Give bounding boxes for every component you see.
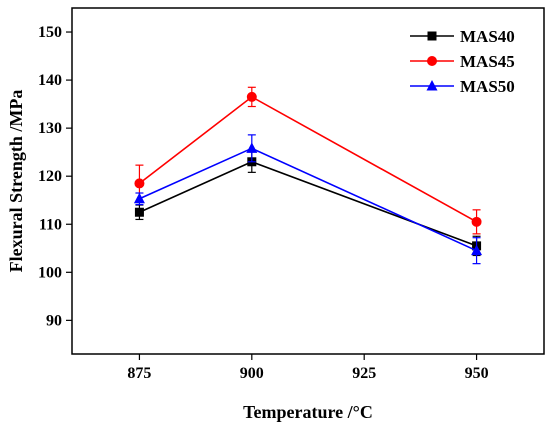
plot-frame xyxy=(71,7,545,355)
x-tick-label: 950 xyxy=(465,365,489,382)
series-line-mas45 xyxy=(138,95,477,223)
x-tick-label: 875 xyxy=(127,365,151,382)
series-line-mas50 xyxy=(139,147,477,252)
x-axis-ticks: 875 900 925 950 xyxy=(127,354,489,382)
legend-item-mas50: MAS50 xyxy=(410,77,515,96)
series-mas45 xyxy=(134,86,482,235)
y-tick-label: 150 xyxy=(38,24,62,41)
y-tick-label: 120 xyxy=(38,168,62,185)
data-point-mas45 xyxy=(471,216,482,227)
legend-label-mas40: MAS40 xyxy=(460,27,515,46)
x-tick-label: 900 xyxy=(240,365,264,382)
series-mas50 xyxy=(133,134,483,265)
legend: MAS40 MAS45 MAS50 xyxy=(410,27,515,96)
y-axis-title: Flexural Strength /MPa xyxy=(6,90,26,273)
series-mas40 xyxy=(134,150,482,257)
data-point-mas45 xyxy=(246,91,257,102)
x-axis-title: Temperature /°C xyxy=(243,402,373,422)
x-tick-label: 925 xyxy=(352,365,376,382)
y-tick-label: 100 xyxy=(38,264,62,281)
legend-marker-mas50 xyxy=(426,80,438,91)
legend-label-mas45: MAS45 xyxy=(460,52,515,71)
legend-label-mas50: MAS50 xyxy=(460,77,515,96)
data-point-mas40 xyxy=(134,207,144,217)
y-axis-ticks: 90 100 110 120 130 140 150 xyxy=(38,24,72,329)
data-point-mas50 xyxy=(246,142,258,153)
data-point-mas50 xyxy=(471,244,483,256)
series-layer xyxy=(133,86,483,265)
y-tick-label: 140 xyxy=(38,72,62,89)
data-point-mas45 xyxy=(134,178,145,189)
legend-item-mas40: MAS40 xyxy=(410,27,515,46)
y-tick-label: 90 xyxy=(46,312,62,329)
legend-marker-mas40 xyxy=(427,31,437,41)
legend-item-mas45: MAS45 xyxy=(410,52,515,71)
y-tick-label: 130 xyxy=(38,120,62,137)
y-tick-label: 110 xyxy=(39,216,62,233)
legend-marker-mas45 xyxy=(427,56,437,66)
data-point-mas50 xyxy=(133,192,145,204)
